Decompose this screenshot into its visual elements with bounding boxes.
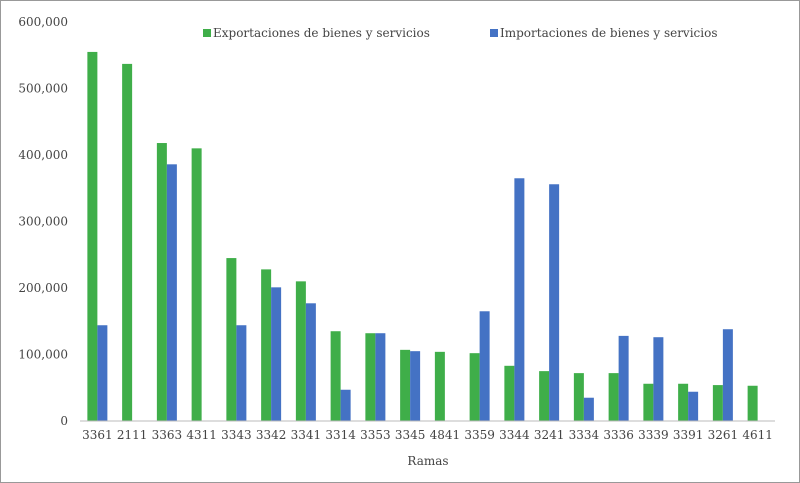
x-tick-label: 3391 (673, 428, 704, 442)
export-bar-3353 (365, 333, 376, 421)
import-bar-3341 (305, 303, 316, 421)
export-bar-4311 (191, 148, 202, 421)
import-bar-3359 (479, 311, 490, 421)
x-tick-label: 3359 (464, 428, 495, 442)
y-tick-label: 400,000 (18, 148, 68, 162)
export-bar-3241 (539, 371, 550, 421)
import-bar-3344 (514, 178, 525, 421)
y-tick-label: 0 (60, 414, 68, 428)
x-tick-label: 4611 (742, 428, 773, 442)
x-tick-label: 4311 (186, 428, 217, 442)
y-tick-label: 100,000 (18, 348, 68, 362)
import-bar-3391 (688, 391, 699, 421)
x-tick-label: 3261 (708, 428, 739, 442)
export-bar-3339 (643, 383, 654, 421)
export-bar-2111 (122, 63, 133, 422)
y-tick-label: 200,000 (18, 281, 68, 295)
import-bar-3342 (271, 287, 282, 421)
legend-label-imports: Importaciones de bienes y servicios (500, 26, 718, 40)
x-tick-label: 3343 (221, 428, 252, 442)
import-bar-3343 (236, 325, 247, 421)
export-bar-4841 (434, 351, 445, 421)
x-tick-label: 3363 (152, 428, 183, 442)
legend-swatch-imports (490, 29, 498, 37)
x-tick-label: 3342 (256, 428, 287, 442)
x-tick-label: 2111 (117, 428, 148, 442)
x-tick-label: 3334 (569, 428, 600, 442)
y-tick-label: 600,000 (18, 15, 68, 29)
export-bar-4611 (747, 385, 758, 421)
import-bar-3241 (549, 184, 560, 421)
export-bar-3361 (87, 51, 98, 422)
y-tick-label: 300,000 (18, 215, 68, 229)
legend: Exportaciones de bienes y servicios Impo… (203, 26, 718, 40)
export-bar-3261 (712, 385, 723, 421)
export-bar-3336 (608, 373, 619, 421)
import-bar-3261 (722, 329, 733, 421)
x-tick-label: 3341 (291, 428, 322, 442)
legend-label-exports: Exportaciones de bienes y servicios (213, 26, 430, 40)
x-tick-label: 3339 (638, 428, 669, 442)
y-tick-label: 500,000 (18, 82, 68, 96)
import-bar-3336 (618, 335, 629, 421)
export-bar-3341 (295, 281, 306, 421)
x-tick-label: 3345 (395, 428, 426, 442)
export-bar-3363 (156, 143, 167, 421)
export-bar-3391 (678, 383, 689, 421)
import-bar-3345 (410, 351, 421, 421)
x-tick-label: 3353 (360, 428, 391, 442)
export-bar-3344 (504, 365, 515, 421)
import-bar-3314 (340, 389, 351, 421)
x-tick-label: 3361 (82, 428, 113, 442)
export-bar-3345 (400, 349, 411, 421)
legend-swatch-exports (203, 29, 211, 37)
x-tick-label: 3314 (325, 428, 356, 442)
import-bar-3363 (166, 164, 177, 421)
export-bar-3334 (573, 373, 584, 421)
x-tick-label: 3241 (534, 428, 565, 442)
export-bar-3343 (226, 258, 237, 421)
x-tick-label: 3336 (603, 428, 634, 442)
import-bar-3339 (653, 337, 664, 421)
export-bar-3342 (261, 269, 272, 421)
export-bar-3314 (330, 331, 341, 421)
x-axis-title: Ramas (407, 454, 448, 468)
import-bar-3353 (375, 333, 386, 421)
x-tick-label: 4841 (430, 428, 461, 442)
export-bar-3359 (469, 353, 480, 421)
import-bar-3334 (583, 397, 594, 421)
import-bar-3361 (97, 325, 108, 421)
x-tick-label: 3344 (499, 428, 530, 442)
